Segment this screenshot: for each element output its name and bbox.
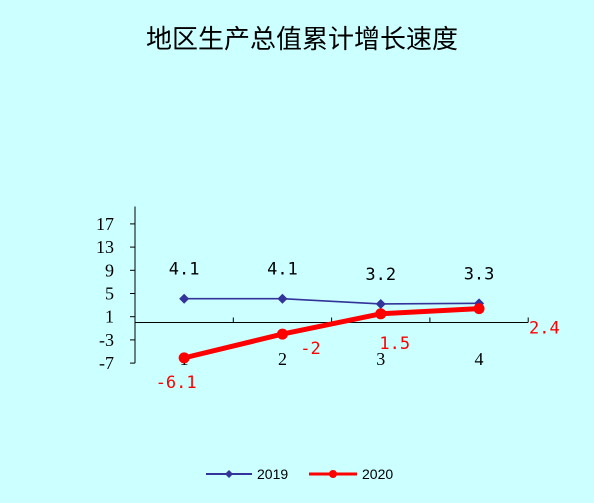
- series-2020-point: [473, 303, 485, 315]
- y-tick-label: 5: [105, 284, 114, 304]
- y-tick-label: -3: [99, 330, 114, 350]
- data-label-2019: 3.2: [365, 265, 396, 285]
- plot-area: -7-3159131712344.14.13.23.3-6.1-21.52.4: [96, 206, 560, 393]
- legend-2020-label: 2020: [362, 466, 393, 482]
- legend-2020-marker: [329, 470, 337, 478]
- data-label-2019: 3.3: [464, 264, 495, 284]
- y-tick-label: 17: [96, 214, 114, 234]
- chart-title: 地区生产总值累计增长速度: [146, 25, 458, 55]
- y-tick-label: 13: [96, 237, 114, 257]
- legend-2019-label: 2019: [257, 466, 288, 482]
- series-2020-point: [178, 352, 190, 364]
- series-2019-point: [277, 293, 288, 304]
- series-2020-point: [276, 328, 288, 340]
- series-2020-point: [375, 308, 387, 320]
- x-tick-label: 4: [475, 349, 484, 369]
- legend: 2019 2020: [206, 466, 393, 482]
- data-label-2020: -6.1: [156, 373, 197, 393]
- data-label-2020: 2.4: [529, 319, 560, 339]
- series-2020-line: [183, 306, 480, 361]
- series-2019-point: [179, 293, 190, 304]
- series-2019-point: [375, 298, 386, 309]
- x-tick-label: 3: [376, 349, 385, 369]
- data-label-2020: -2: [300, 339, 320, 359]
- x-tick-label: 2: [278, 349, 287, 369]
- data-label-2020: 1.5: [379, 334, 410, 354]
- y-tick-label: -7: [99, 353, 114, 373]
- legend-2019-marker: [225, 470, 233, 478]
- y-tick-label: 1: [105, 307, 114, 327]
- data-label-2019: 4.1: [169, 260, 200, 280]
- y-tick-label: 9: [105, 260, 114, 280]
- series-2019-line: [184, 297, 480, 305]
- data-label-2019: 4.1: [267, 260, 298, 280]
